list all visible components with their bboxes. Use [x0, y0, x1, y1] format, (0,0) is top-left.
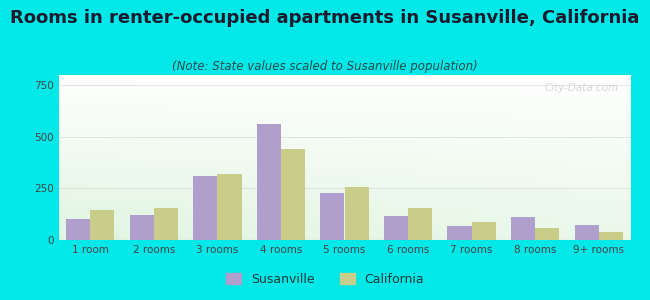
Text: Rooms in renter-occupied apartments in Susanville, California: Rooms in renter-occupied apartments in S…: [10, 9, 640, 27]
Bar: [447, 226, 472, 240]
Bar: [90, 210, 114, 240]
Bar: [511, 217, 535, 240]
Legend: Susanville, California: Susanville, California: [221, 268, 429, 291]
Bar: [281, 149, 305, 240]
Bar: [193, 176, 217, 240]
Bar: [344, 188, 369, 240]
Bar: [257, 124, 281, 240]
Bar: [599, 232, 623, 240]
Bar: [217, 174, 242, 240]
Text: (Note: State values scaled to Susanville population): (Note: State values scaled to Susanville…: [172, 60, 478, 73]
Text: City-Data.com: City-Data.com: [545, 83, 619, 93]
Bar: [66, 219, 90, 240]
Bar: [130, 215, 154, 240]
Bar: [575, 224, 599, 240]
Bar: [320, 193, 344, 240]
Bar: [408, 208, 432, 240]
Bar: [472, 223, 496, 240]
Bar: [384, 216, 408, 240]
Bar: [154, 208, 178, 240]
Bar: [535, 228, 559, 240]
